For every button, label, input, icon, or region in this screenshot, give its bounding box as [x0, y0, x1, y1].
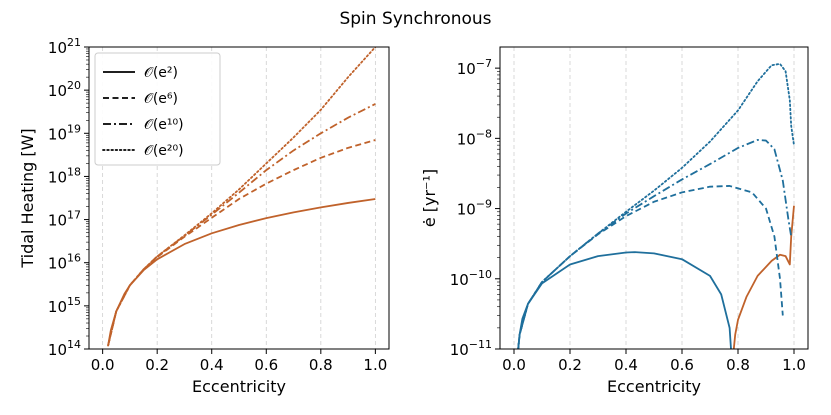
y-tick-exponent: −8	[476, 127, 492, 140]
y-tick-exponent: 14	[67, 338, 81, 351]
y-tick-exponent: 15	[67, 295, 81, 308]
y-tick-label: 10−9	[457, 198, 492, 219]
y-tick-label: 1019	[48, 122, 81, 143]
y-tick-exponent: 18	[67, 165, 81, 178]
y-tick-exponent: 17	[67, 209, 81, 222]
x-tick-label: 0.4	[200, 356, 224, 374]
right-chart-grid	[513, 47, 795, 349]
y-tick-exponent: 20	[67, 79, 81, 92]
x-tick-label: 0.6	[670, 356, 694, 374]
y-tick-label: 1021	[48, 36, 81, 57]
legend-label: 𝒪(e¹⁰)	[144, 117, 184, 133]
y-tick-exponent: 16	[67, 252, 81, 265]
series-line-dashdot	[517, 139, 793, 349]
y-tick-label: 1016	[48, 252, 81, 273]
x-tick-label: 1.0	[782, 356, 806, 374]
right-chart-e-dot: 0.0 0.2 0.4 0.6 0.8 1.0 10−11 10−10 10−9 10−8 10−7…	[420, 46, 809, 396]
y-tick-label: 10−10	[450, 268, 492, 289]
series-line-solid	[732, 205, 795, 349]
right-chart-ticks: 0.0 0.2 0.4 0.6 0.8 1.0 10−11 10−10 10−9 10−8 10−7	[450, 57, 806, 374]
y-tick-label: 1018	[48, 165, 81, 186]
series-line-solid	[107, 198, 376, 346]
series-line-solid	[517, 251, 732, 349]
left-chart-xlabel: Eccentricity	[192, 377, 286, 396]
left-chart-tidal-heating: 0.0 0.2 0.4 0.6 0.8 1.0 1014 1015 1016 1017 1018 10…	[18, 36, 390, 396]
x-tick-label: 0.8	[726, 356, 750, 374]
y-tick-label: 10−7	[457, 57, 492, 78]
left-chart-legend: 𝒪(e²) 𝒪(e⁶) 𝒪(e¹⁰) 𝒪(e²⁰)	[94, 52, 221, 166]
y-tick-label: 10−11	[450, 338, 492, 359]
y-tick-label: 1017	[48, 209, 81, 230]
x-tick-label: 0.8	[309, 356, 333, 374]
x-tick-label: 0.4	[614, 356, 638, 374]
figure-title: Spin Synchronous	[339, 9, 491, 29]
y-tick-exponent: −9	[476, 198, 492, 211]
legend-label: 𝒪(e²)	[144, 65, 178, 81]
x-tick-label: 1.0	[363, 356, 387, 374]
left-chart-frame	[88, 46, 390, 350]
right-chart-series	[517, 62, 795, 349]
x-tick-label: 0.6	[254, 356, 278, 374]
legend-label: 𝒪(e²⁰)	[144, 143, 184, 159]
y-tick-label: 1020	[48, 79, 81, 100]
y-tick-exponent: −10	[469, 268, 492, 281]
series-line-dotted	[107, 47, 377, 347]
left-chart-series	[107, 47, 377, 347]
right-chart-ylabel: ė [yr⁻¹]	[420, 169, 439, 227]
series-line-dashed	[107, 139, 376, 346]
y-tick-exponent: 21	[67, 36, 81, 49]
y-tick-exponent: −11	[469, 338, 492, 351]
y-tick-label: 1015	[48, 295, 81, 316]
y-tick-exponent: 19	[67, 122, 81, 135]
x-tick-label: 0.2	[558, 356, 582, 374]
x-tick-label: 0.0	[91, 356, 115, 374]
y-tick-label: 10−8	[457, 127, 492, 148]
x-tick-label: 0.2	[145, 356, 169, 374]
y-tick-label: 1014	[48, 338, 81, 359]
x-tick-label: 0.0	[502, 356, 526, 374]
legend-frame	[94, 52, 221, 166]
right-chart-xlabel: Eccentricity	[607, 377, 701, 396]
legend-label: 𝒪(e⁶)	[144, 91, 178, 107]
y-tick-exponent: −7	[476, 57, 492, 70]
series-line-dotted	[517, 62, 795, 349]
left-chart-ylabel: Tidal Heating [W]	[18, 128, 37, 268]
right-chart-frame	[499, 46, 809, 350]
